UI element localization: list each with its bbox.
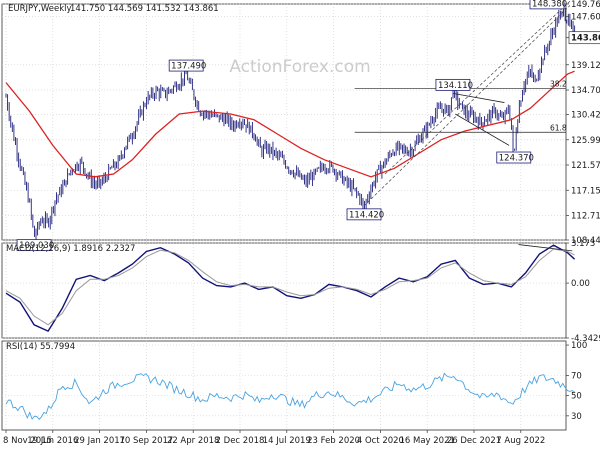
price-y-tick-label: 125.990: [571, 136, 600, 146]
macd-signal-line: [5, 248, 575, 326]
price-y-tick-label: 112.710: [571, 212, 600, 222]
macd-y-tick-label: 3.173: [571, 239, 595, 249]
price-label-text: 124.370: [499, 154, 534, 164]
x-tick-label: 23 Feb 2020: [307, 436, 360, 446]
price-label-box: [529, 0, 565, 10]
price-label-box: [346, 208, 382, 221]
price-label-text: 137.490: [171, 62, 206, 72]
chart-ohlc-label: 141.750 144.569 141.532 143.861: [70, 4, 219, 14]
rsi-line: [5, 372, 575, 420]
macd-divergence-line: [518, 244, 573, 252]
price-label-text: 114.420: [349, 210, 384, 220]
macd-y-tick-label: -4.3429: [571, 334, 600, 344]
x-tick-label: 2 Dec 2018: [216, 436, 265, 446]
marks-layer: 38.2 61.8 137.490 109.030 114.420 134.110 124.…: [5, 0, 576, 420]
x-tick-label: 19 Jun 2016: [27, 436, 78, 446]
rsi-title: RSI(14) 55.7994: [6, 342, 75, 352]
rsi-y-tick-label: 100: [571, 341, 587, 351]
x-tick-label: 26 Dec 2021: [447, 436, 501, 446]
x-tick-label: 14 Jul 2019: [263, 436, 311, 446]
price-label-box: [16, 239, 52, 252]
rsi-y-tick-label: 70: [571, 371, 582, 381]
triangle-upper-line: [452, 92, 505, 103]
grid-layer: [2, 3, 566, 430]
chart-symbol-label: EURJPY,Weekly: [8, 4, 72, 14]
price-label-text: 109.030: [19, 241, 54, 251]
fib-level-label: 38.2: [550, 79, 567, 88]
x-tick-label: 8 Nov 2015: [3, 436, 52, 446]
price-y-tick-label: 149.760: [571, 0, 600, 10]
triangle-lower-line: [455, 113, 510, 146]
price-y-tick-label: 121.575: [571, 161, 600, 171]
price-y-tick-label: 108.440: [571, 236, 600, 246]
price-current-value-box: [568, 31, 600, 45]
rsi-panel-frame: [1, 340, 567, 431]
price-label-box: [496, 151, 532, 164]
trend-channel-line: [384, 0, 572, 175]
x-tick-label: 4 Oct 2020: [357, 436, 404, 446]
price-label-text: 134.110: [438, 81, 473, 91]
price-current-value-label: 143.861: [571, 34, 600, 44]
macd-title: MACD(12,26,9) 1.8916 2.2327: [6, 244, 135, 254]
x-tick-label: 16 May 2021: [399, 436, 454, 446]
trend-channel-line: [363, 5, 571, 207]
axis-layer: 149.760 147.600 143.861 139.120 134.700 130.4…: [3, 0, 600, 446]
price-y-tick-label: 117.150: [571, 186, 600, 196]
price-label-box: [435, 78, 471, 91]
fib-level-label: 61.8: [550, 123, 567, 132]
rsi-y-tick-label: 50: [571, 392, 582, 402]
price-label-text: 148.380: [532, 0, 567, 9]
price-y-tick-label: 139.120: [571, 61, 600, 71]
rsi-y-tick-label: 30: [571, 412, 582, 422]
x-tick-label: 22 Apr 2018: [167, 436, 220, 446]
x-tick-label: 10 Sep 2017: [119, 436, 173, 446]
ema-line: [5, 70, 575, 178]
price-y-tick-label: 130.420: [571, 110, 600, 120]
price-y-tick-label: 134.700: [571, 86, 600, 96]
price-y-tick-label: 147.600: [571, 12, 600, 22]
x-tick-label: 7 Aug 2022: [496, 436, 545, 446]
macd-y-tick-label: 0.00: [571, 279, 590, 289]
watermark-text: ActionForex.com: [229, 57, 370, 77]
price-label-box: [168, 59, 204, 72]
x-tick-label: 29 Jan 2017: [74, 436, 125, 446]
